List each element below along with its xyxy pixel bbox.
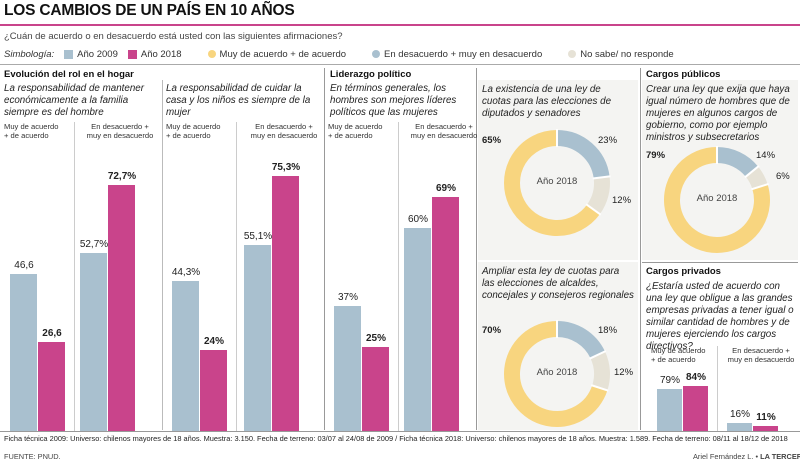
- bar-chart-1-value-2018-2: 72,7%: [107, 170, 137, 182]
- bar-chart-4-bar-2018-2: [753, 425, 778, 432]
- legend-item-nsnr: No sabe/ no responde: [568, 49, 674, 60]
- donut-1-value-2: 23%: [598, 135, 618, 146]
- bar-chart-2-bar-2009-1: [172, 281, 199, 432]
- legend-item-disagree: En desacuerdo + muy en desacuerdo: [372, 49, 542, 60]
- donut-1-value-1: 65%: [482, 135, 502, 146]
- donut-1-center-label: Año 2018: [536, 176, 578, 187]
- bar-chart-1-group-label-1: Muy de acuerdo + de acuerdo: [4, 122, 59, 140]
- bar-chart-4-value-2009-1: 79%: [659, 374, 680, 386]
- bar-chart-3-value-2009-1: 37%: [337, 292, 358, 304]
- bar-chart-3-value-2009-2: 60%: [407, 214, 428, 225]
- separator-1: [162, 80, 163, 430]
- bar-chart-3-group-label-1: Muy de acuerdo + de acuerdo: [328, 122, 383, 140]
- donut-3-value-2: 14%: [756, 150, 776, 161]
- page-title: LOS CAMBIOS DE UN PAÍS EN 10 AÑOS: [4, 2, 295, 19]
- legend-item-agree: Muy de acuerdo + de acuerdo: [207, 49, 346, 60]
- bar-chart-1-question: La responsabilidad de mantener económica…: [4, 83, 144, 118]
- legend-divider: [0, 64, 800, 65]
- legend-item-2009: Año 2009: [64, 49, 118, 60]
- bar-chart-2-group-label-2: En desacuerdo + muy en desacuerdo: [250, 122, 318, 140]
- bar-chart-3-bar-2018-1: [362, 347, 389, 432]
- bar-chart-4-question: ¿Estaría usted de acuerdo con una ley qu…: [646, 281, 794, 352]
- bar-chart-1-bar-2009-1: [10, 273, 37, 432]
- bar-chart-1-bar-2018-1: [38, 341, 65, 432]
- bar-chart-4-bar-2009-2: [727, 423, 752, 432]
- section-liderazgo: Liderazgo político: [330, 69, 412, 80]
- bar-chart-2-question: La responsabilidad de cuidar la casa y l…: [166, 83, 311, 118]
- legend-item-2018: Año 2018: [127, 49, 182, 60]
- legend-dot-agree: [207, 50, 216, 58]
- donut-2-center-label: Año 2018: [536, 367, 578, 378]
- title-divider: [0, 24, 800, 26]
- bar-chart-3-group-label-2: En desacuerdo + muy en desacuerdo: [410, 122, 478, 140]
- bar-chart-2-bar-2018-2: [272, 175, 299, 432]
- bar-chart-1-bar-2018-2: [108, 184, 135, 432]
- bar-chart-4-bar-2018-1: [683, 385, 708, 432]
- cargos-privados-divider: [642, 262, 798, 263]
- bar-chart-3-value-2018-1: 25%: [365, 333, 386, 344]
- bar-chart-2-group-label-1: Muy de acuerdo + de acuerdo: [166, 122, 221, 140]
- donut-1-question: La existencia de una ley de cuotas para …: [482, 84, 612, 119]
- section-evolucion: Evolución del rol en el hogar: [4, 69, 134, 80]
- bar-chart-3-question: En términos generales, los hombres son m…: [330, 83, 457, 118]
- donut-3-value-1: 79%: [646, 150, 666, 161]
- separator-2: [324, 68, 325, 430]
- bar-chart-4-group-label-2: En desacuerdo + muy en desacuerdo: [727, 346, 795, 364]
- credit: Ariel Fernández L. • LA TERCERA: [693, 452, 800, 461]
- bar-chart-3-group-separator: [398, 122, 399, 432]
- bar-chart-3-bar-2009-1: [334, 306, 361, 432]
- bar-chart-1-value-2009-2: 52,7%: [79, 238, 109, 250]
- bar-chart-4-bar-2009-1: [657, 388, 682, 432]
- separator-3: [476, 68, 477, 430]
- donut-2-value-2: 18%: [598, 325, 618, 336]
- section-cargos-publicos: Cargos públicos: [646, 69, 721, 80]
- bar-chart-2-value-2018-1: 24%: [203, 336, 224, 348]
- bar-chart-1-value-2009-1: 46,6: [14, 259, 34, 271]
- source: FUENTE: PNUD.: [4, 452, 61, 461]
- donut-3-question: Crear una ley que exija que haya igual n…: [646, 84, 790, 143]
- legend-swatch-2018: [127, 49, 137, 59]
- bar-chart-1-bar-2009-2: [80, 252, 107, 432]
- separator-4: [640, 68, 641, 430]
- bar-chart-4-value-2018-2: 11%: [756, 411, 776, 423]
- bar-chart-2-value-2009-2: 55,1%: [243, 230, 273, 242]
- bar-chart-4-group-separator: [717, 346, 718, 432]
- bar-chart-2-bar-2018-1: [200, 350, 227, 432]
- legend-dot-nsnr: [568, 50, 577, 58]
- bar-chart-3-bar-2018-2: [432, 197, 459, 432]
- legend: Simbología: Año 2009 Año 2018 Muy de acu…: [4, 47, 684, 61]
- legend-dot-disagree: [372, 50, 381, 58]
- donut-3-center-label: Año 2018: [696, 193, 738, 204]
- bar-chart-4-group-label-1: Muy de acuerdo + de acuerdo: [651, 346, 706, 364]
- bar-chart-1-value-2018-1: 26,6: [42, 327, 62, 339]
- footnote: Ficha técnica 2009: Universo: chilenos m…: [4, 434, 788, 443]
- bar-chart-2-group-separator: [236, 122, 237, 432]
- bar-chart-4-value-2018-1: 84%: [685, 371, 706, 383]
- bar-chart-4-value-2009-2: 16%: [729, 409, 750, 421]
- bar-chart-3-bar-2009-2: [404, 228, 431, 432]
- legend-label: Simbología:: [4, 48, 55, 60]
- bar-chart-2-value-2009-1: 44,3%: [171, 267, 201, 279]
- donut-2-value-1: 70%: [482, 325, 502, 336]
- footer-divider: [0, 431, 800, 432]
- donut-2-value-3: 12%: [614, 367, 634, 378]
- bar-chart-3-value-2018-2: 69%: [435, 183, 456, 195]
- page-subtitle: ¿Cuán de acuerdo o en desacuerdo está us…: [4, 31, 343, 42]
- bar-chart-2-value-2018-2: 75,3%: [271, 161, 301, 173]
- donut-3-value-3: 6%: [776, 171, 790, 182]
- section-cargos-privados: Cargos privados: [646, 266, 721, 277]
- donut-1-value-3: 12%: [612, 195, 632, 206]
- bar-chart-1-group-separator: [74, 122, 75, 432]
- bar-chart-2-bar-2009-2: [244, 244, 271, 432]
- donut-2-question: Ampliar esta ley de cuotas para las elec…: [482, 266, 634, 301]
- bar-chart-1-group-label-2: En desacuerdo + muy en desacuerdo: [86, 122, 154, 140]
- legend-swatch-2009: [64, 49, 74, 59]
